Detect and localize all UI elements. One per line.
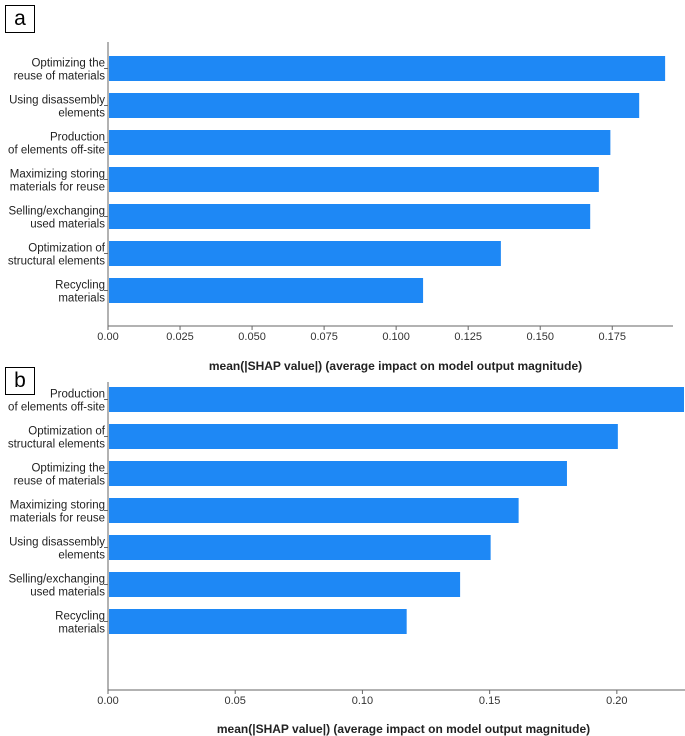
x-tick-label: 0.100 [382, 331, 410, 343]
category-label-line: Production [50, 389, 105, 401]
bar [109, 167, 599, 192]
category-label: Optimizing the reuse of materials [14, 463, 106, 488]
bar [109, 609, 407, 634]
bar [109, 56, 666, 81]
x-tick-label: 0.10 [352, 695, 373, 707]
x-tick-label: 0.075 [310, 331, 338, 343]
x-tick-label: 0.050 [238, 331, 266, 343]
x-tick-label: 0.125 [454, 331, 482, 343]
x-tick-label: 0.00 [97, 331, 118, 343]
category-label-line: reuse of materials [14, 71, 106, 83]
bar [109, 461, 567, 486]
category-label-line: Maximizing storing [10, 169, 105, 181]
x-tick-label: 0.150 [526, 331, 554, 343]
bar [109, 424, 618, 449]
bar [109, 278, 424, 303]
category-label: Production of elements off-site [8, 389, 105, 414]
category-label-line: used materials [30, 587, 105, 599]
category-label-line: Optimization of [28, 243, 106, 255]
category-label-line: Recycling [55, 611, 105, 623]
category-label-line: Maximizing storing [10, 500, 105, 512]
category-label-line: Optimization of [28, 426, 106, 438]
category-label-line: of elements off-site [8, 145, 105, 157]
chart-b: Production of elements off-site Optimizati… [8, 382, 685, 736]
category-label: Using disassembly elements [9, 95, 105, 120]
x-tick-label: 0.15 [479, 695, 500, 707]
x-tick-label: 0.20 [606, 695, 627, 707]
x-axis-label: mean(|SHAP value|) (average impact on mo… [217, 722, 590, 736]
category-label-line: materials [58, 293, 105, 305]
category-label: Production of elements off-site [8, 132, 105, 157]
category-label-line: Optimizing the [31, 58, 105, 70]
category-label-line: Production [50, 132, 105, 144]
category-label-line: materials for reuse [10, 182, 105, 194]
category-label-line: reuse of materials [14, 476, 106, 488]
category-label-line: Using disassembly [9, 537, 105, 549]
bar [109, 241, 501, 266]
x-tick-label: 0.025 [166, 331, 194, 343]
category-label: Selling/exchanging used materials [8, 206, 105, 231]
category-label-line: materials for reuse [10, 513, 105, 525]
bar [109, 387, 684, 412]
category-label: Optimizing the reuse of materials [14, 58, 106, 83]
category-label-line: Optimizing the [31, 463, 105, 475]
category-label-line: of elements off-site [8, 402, 105, 414]
category-label: Selling/exchanging used materials [8, 574, 105, 599]
category-label-line: structural elements [8, 439, 105, 451]
bar [109, 93, 640, 118]
category-label-line: Recycling [55, 280, 105, 292]
bar [109, 130, 611, 155]
category-label-line: Selling/exchanging [8, 206, 105, 218]
category-label-line: Selling/exchanging [8, 574, 105, 586]
bar [109, 535, 491, 560]
category-label-line: Using disassembly [9, 95, 105, 107]
category-label-line: used materials [30, 219, 105, 231]
category-label-line: elements [58, 108, 105, 120]
x-tick-label: 0.05 [225, 695, 246, 707]
bar [109, 572, 461, 597]
chart-a: Optimizing the reuse of materials Using di… [8, 42, 673, 373]
category-label-line: structural elements [8, 256, 105, 268]
x-tick-label: 0.00 [97, 695, 118, 707]
category-label-line: materials [58, 624, 105, 636]
bar [109, 498, 519, 523]
category-label: Recycling materials [55, 611, 105, 636]
x-tick-label: 0.175 [598, 331, 626, 343]
panel-b-label: b [5, 367, 35, 395]
bar [109, 204, 591, 229]
category-label-line: elements [58, 550, 105, 562]
category-label: Maximizing storing materials for reuse [10, 169, 105, 194]
category-label: Using disassembly elements [9, 537, 105, 562]
category-label: Recycling materials [55, 280, 105, 305]
category-label: Optimization of structural elements [8, 243, 106, 268]
category-label: Optimization of structural elements [8, 426, 106, 451]
panel-a-label: a [5, 5, 35, 33]
x-axis-label: mean(|SHAP value|) (average impact on mo… [209, 359, 582, 373]
category-label: Maximizing storing materials for reuse [10, 500, 105, 525]
